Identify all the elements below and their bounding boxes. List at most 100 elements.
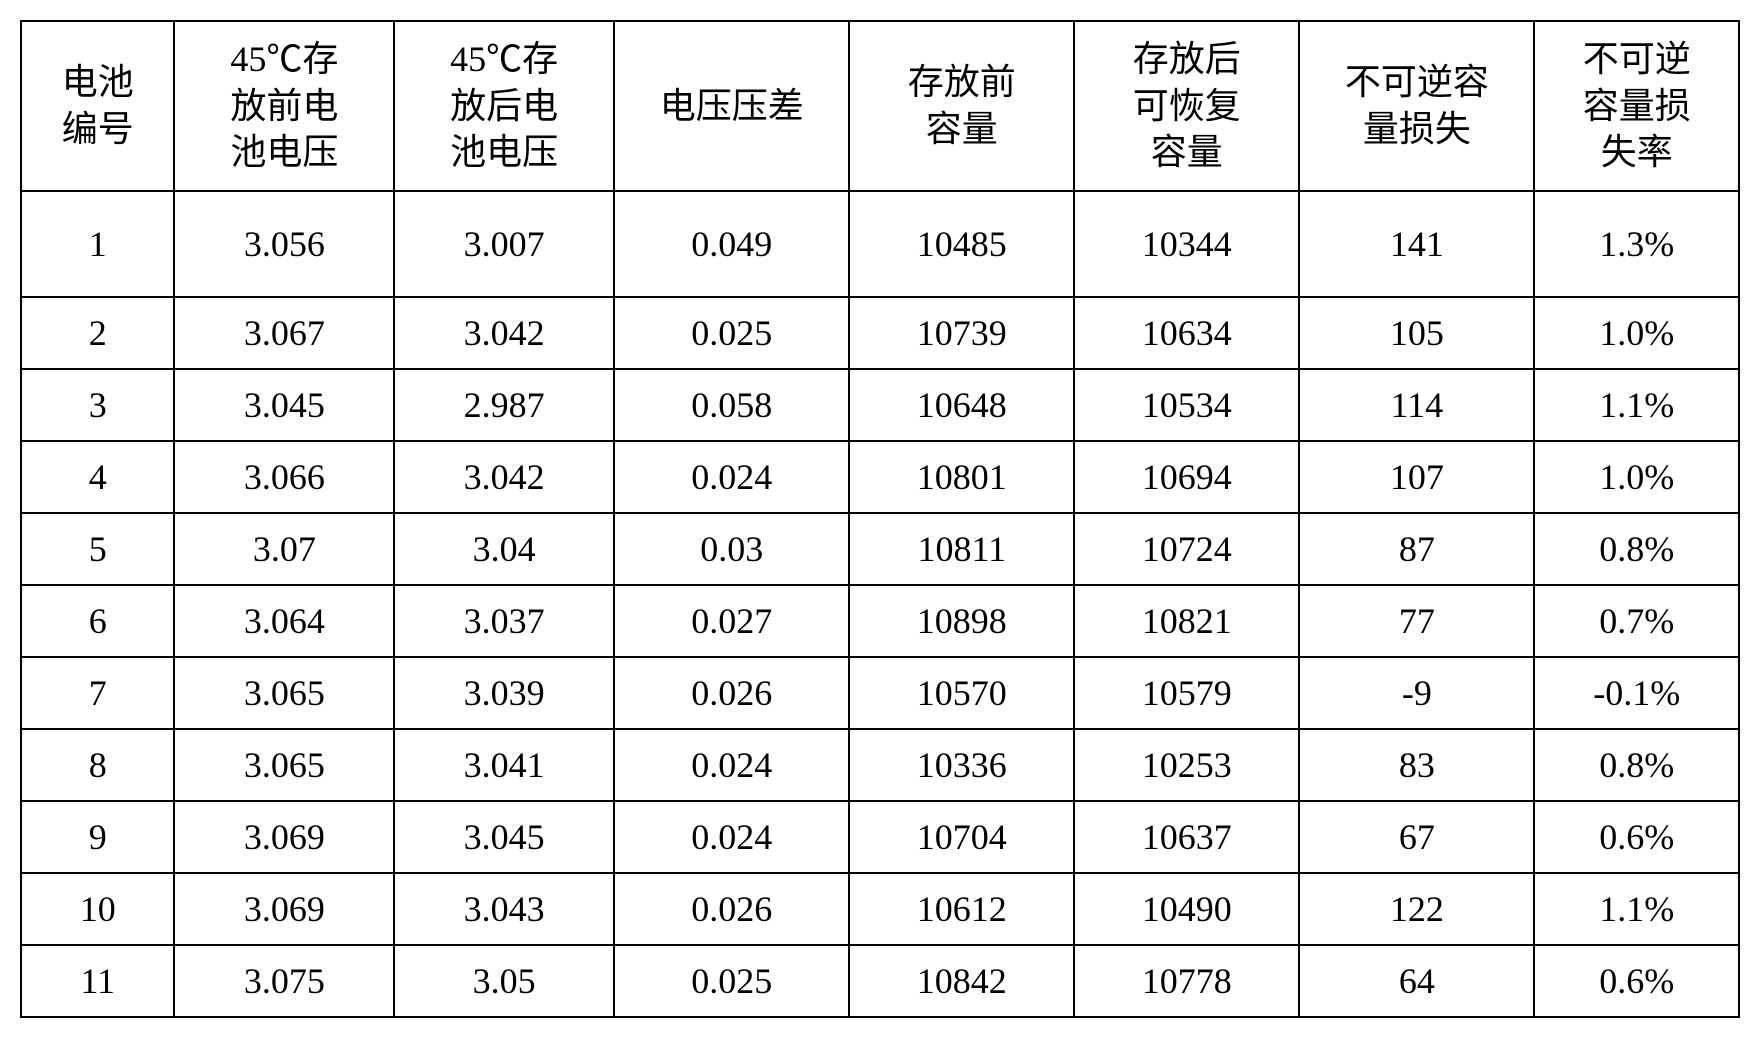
table-cell: 5 [21,513,174,585]
table-cell: 0.026 [614,657,849,729]
table-cell: 4 [21,441,174,513]
table-cell: 0.8% [1534,729,1739,801]
table-cell: 3.04 [394,513,614,585]
table-cell: 3.05 [394,945,614,1017]
table-cell: 0.6% [1534,801,1739,873]
table-cell: 3.067 [174,297,394,369]
table-cell: 0.026 [614,873,849,945]
table-cell: 0.025 [614,297,849,369]
table-cell: 10704 [849,801,1074,873]
table-cell: 10336 [849,729,1074,801]
table-cell: 2 [21,297,174,369]
table-cell: 0.024 [614,729,849,801]
table-cell: 83 [1299,729,1534,801]
col-header-capacity-after: 存放后可恢复容量 [1074,21,1299,191]
table-cell: 10637 [1074,801,1299,873]
table-cell: -9 [1299,657,1534,729]
table-cell: 3.045 [394,801,614,873]
table-cell: 3.069 [174,801,394,873]
table-cell: 1.1% [1534,369,1739,441]
table-cell: 10570 [849,657,1074,729]
table-row: 43.0663.0420.02410801106941071.0% [21,441,1739,513]
col-header-voltage-after: 45℃存放后电池电压 [394,21,614,191]
table-cell: 10821 [1074,585,1299,657]
table-cell: 0.03 [614,513,849,585]
table-cell: 3.042 [394,297,614,369]
table-cell: 10694 [1074,441,1299,513]
table-cell: 3.043 [394,873,614,945]
table-cell: 141 [1299,191,1534,297]
table-cell: 1.0% [1534,297,1739,369]
table-cell: 3.045 [174,369,394,441]
table-cell: 10 [21,873,174,945]
col-header-voltage-diff: 电压压差 [614,21,849,191]
table-cell: 122 [1299,873,1534,945]
table-cell: 10579 [1074,657,1299,729]
table-cell: 3.042 [394,441,614,513]
table-cell: 3 [21,369,174,441]
table-cell: 10842 [849,945,1074,1017]
table-cell: 3.037 [394,585,614,657]
table-cell: 87 [1299,513,1534,585]
table-row: 33.0452.9870.05810648105341141.1% [21,369,1739,441]
table-cell: 0.025 [614,945,849,1017]
table-cell: 0.7% [1534,585,1739,657]
table-cell: 10253 [1074,729,1299,801]
table-cell: 10344 [1074,191,1299,297]
table-body: 13.0563.0070.04910485103441411.3%23.0673… [21,191,1739,1017]
table-cell: 3.07 [174,513,394,585]
table-cell: 1.3% [1534,191,1739,297]
table-cell: 10778 [1074,945,1299,1017]
table-cell: 77 [1299,585,1534,657]
battery-data-table: 电池编号 45℃存放前电池电压 45℃存放后电池电压 电压压差 存放前容量 存放… [20,20,1740,1018]
table-cell: 0.024 [614,801,849,873]
table-cell: -0.1% [1534,657,1739,729]
table-cell: 11 [21,945,174,1017]
table-cell: 1 [21,191,174,297]
table-cell: 105 [1299,297,1534,369]
table-cell: 10534 [1074,369,1299,441]
table-cell: 10724 [1074,513,1299,585]
col-header-battery-id: 电池编号 [21,21,174,191]
table-cell: 3.007 [394,191,614,297]
table-cell: 10485 [849,191,1074,297]
table-cell: 114 [1299,369,1534,441]
table-cell: 1.1% [1534,873,1739,945]
table-row: 73.0653.0390.0261057010579-9-0.1% [21,657,1739,729]
table-cell: 10490 [1074,873,1299,945]
table-row: 23.0673.0420.02510739106341051.0% [21,297,1739,369]
table-cell: 10612 [849,873,1074,945]
table-cell: 3.065 [174,729,394,801]
table-cell: 10648 [849,369,1074,441]
table-cell: 67 [1299,801,1534,873]
col-header-irrev-loss: 不可逆容量损失 [1299,21,1534,191]
table-cell: 10811 [849,513,1074,585]
table-cell: 3.056 [174,191,394,297]
table-cell: 10801 [849,441,1074,513]
table-row: 13.0563.0070.04910485103441411.3% [21,191,1739,297]
table-cell: 107 [1299,441,1534,513]
col-header-voltage-before: 45℃存放前电池电压 [174,21,394,191]
table-cell: 0.024 [614,441,849,513]
table-cell: 7 [21,657,174,729]
table-cell: 8 [21,729,174,801]
table-cell: 3.075 [174,945,394,1017]
table-cell: 3.069 [174,873,394,945]
col-header-capacity-before: 存放前容量 [849,21,1074,191]
table-cell: 64 [1299,945,1534,1017]
table-cell: 10739 [849,297,1074,369]
table-cell: 3.039 [394,657,614,729]
col-header-irrev-loss-rate: 不可逆容量损失率 [1534,21,1739,191]
table-cell: 1.0% [1534,441,1739,513]
table-cell: 2.987 [394,369,614,441]
table-cell: 0.027 [614,585,849,657]
table-row: 93.0693.0450.0241070410637670.6% [21,801,1739,873]
table-cell: 3.065 [174,657,394,729]
table-row: 113.0753.050.0251084210778640.6% [21,945,1739,1017]
table-header-row: 电池编号 45℃存放前电池电压 45℃存放后电池电压 电压压差 存放前容量 存放… [21,21,1739,191]
table-cell: 10634 [1074,297,1299,369]
table-row: 53.073.040.031081110724870.8% [21,513,1739,585]
table-cell: 3.064 [174,585,394,657]
table-cell: 0.8% [1534,513,1739,585]
table-cell: 10898 [849,585,1074,657]
